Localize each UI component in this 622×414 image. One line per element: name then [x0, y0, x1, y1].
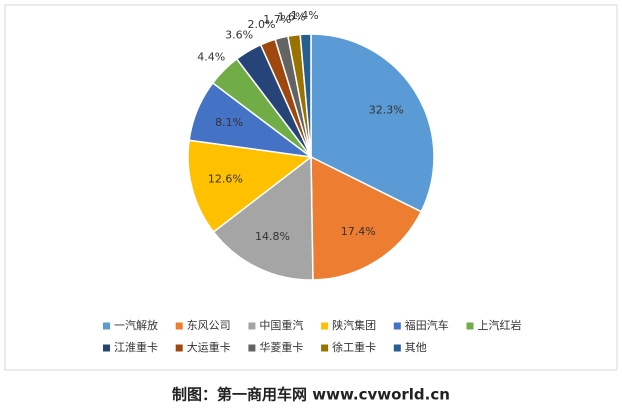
- pie-slice: [187, 139, 313, 234]
- legend-swatch: [466, 322, 474, 330]
- legend-label: 中国重汽: [259, 318, 303, 332]
- legend-swatch: [103, 344, 110, 352]
- legend-label: 江淮重卡: [114, 340, 158, 354]
- legend-swatch: [103, 322, 110, 330]
- data-label: 2.0%: [248, 18, 276, 31]
- data-label: 3.6%: [225, 29, 253, 42]
- legend-label: 徐工重卡: [332, 340, 376, 354]
- pie-slice: [310, 33, 435, 213]
- data-label: 1.7%: [263, 13, 291, 26]
- legend-label: 东风公司: [187, 319, 231, 332]
- data-label: 17.4%: [341, 225, 376, 238]
- legend-swatch: [248, 344, 256, 352]
- legend-swatch: [321, 344, 329, 352]
- data-label: 1.6%: [278, 10, 306, 23]
- credit: 制图：第一商用车网 www.cvworld.cn: [172, 386, 450, 404]
- legend-label: 华菱重卡: [259, 340, 303, 354]
- legend-label: 陕汽集团: [332, 318, 376, 332]
- legend-swatch: [175, 322, 183, 330]
- legend-swatch: [393, 344, 401, 352]
- legend-label: 福田汽车: [405, 318, 449, 332]
- legend-label: 一汽解放: [114, 318, 158, 332]
- data-label: 12.6%: [208, 173, 243, 186]
- legend-label: 其他: [405, 341, 427, 354]
- data-label: 8.1%: [215, 116, 243, 129]
- legend-swatch: [248, 322, 256, 330]
- legend-label: 上汽红岩: [478, 318, 522, 332]
- data-label: 32.3%: [369, 103, 404, 116]
- pie-slice: [310, 155, 423, 281]
- pie-slice: [299, 33, 312, 158]
- legend-swatch: [175, 344, 183, 352]
- data-label: 4.4%: [197, 50, 225, 63]
- pie-slice: [212, 155, 314, 281]
- legend-swatch: [393, 322, 401, 330]
- legend-label: 大运重卡: [187, 340, 231, 354]
- data-label: 14.8%: [255, 230, 290, 243]
- data-label: 1.4%: [291, 9, 319, 22]
- legend-swatch: [321, 322, 329, 330]
